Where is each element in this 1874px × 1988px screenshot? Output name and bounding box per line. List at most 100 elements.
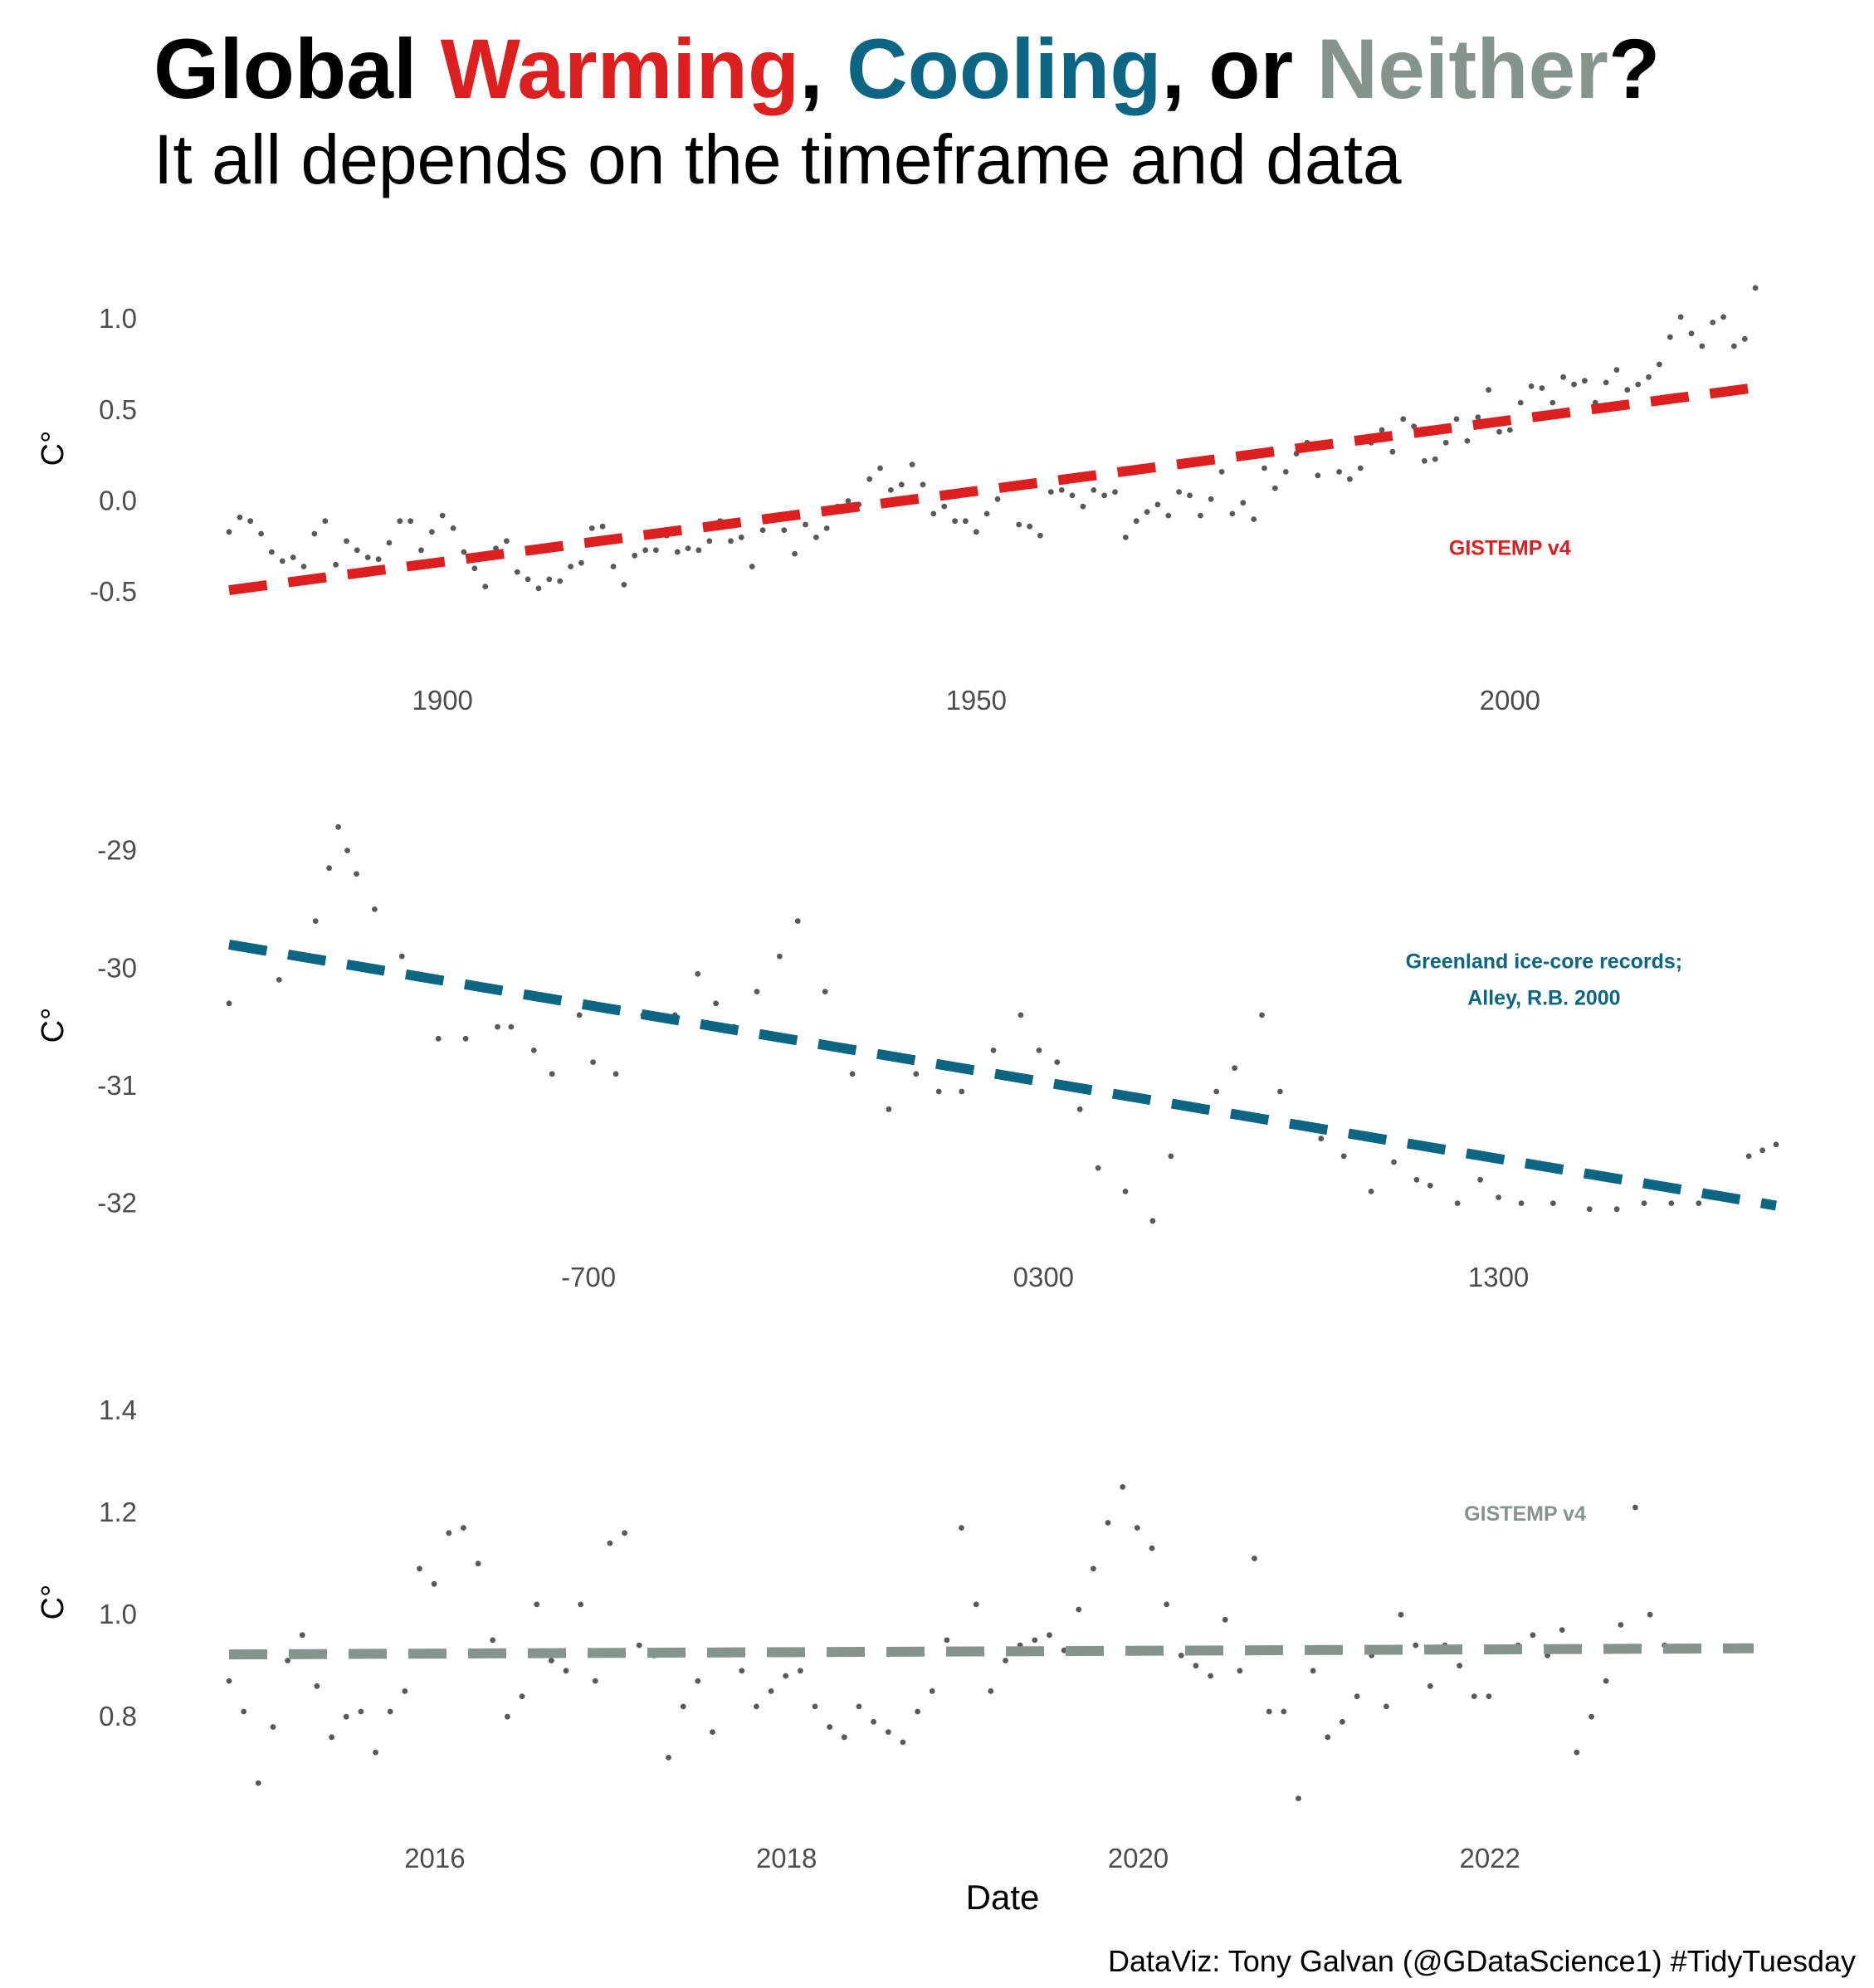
data-point: [1411, 423, 1417, 429]
data-point: [1539, 385, 1545, 391]
data-point: [653, 547, 659, 554]
title-part-2: ,: [799, 22, 847, 116]
data-point: [1618, 1622, 1624, 1628]
data-point: [592, 1678, 598, 1684]
data-point: [685, 545, 691, 551]
data-point: [354, 547, 360, 554]
title-part-6: ?: [1608, 22, 1661, 116]
x-tick-label: 1300: [1468, 1262, 1529, 1292]
data-point: [1237, 1668, 1243, 1674]
data-point: [754, 1703, 759, 1710]
data-point: [1454, 1200, 1461, 1206]
data-point: [1069, 492, 1076, 499]
data-point: [636, 1642, 642, 1649]
data-point: [1603, 379, 1609, 386]
data-point: [1122, 1189, 1129, 1194]
data-point: [475, 1561, 481, 1567]
data-point: [279, 558, 285, 564]
data-point: [1340, 1718, 1345, 1725]
data-point: [973, 1601, 979, 1608]
data-point: [1688, 330, 1695, 337]
data-point: [241, 1708, 247, 1715]
data-point: [1058, 487, 1065, 493]
data-point: [530, 1048, 537, 1053]
title-part-5: Neither: [1316, 22, 1608, 116]
data-point: [866, 476, 873, 482]
data-point: [781, 527, 788, 533]
y-tick-label: 0.0: [99, 486, 137, 516]
data-point: [1176, 489, 1182, 495]
data-point: [759, 527, 766, 533]
data-point: [276, 977, 282, 983]
data-point: [588, 525, 595, 531]
data-point: [695, 970, 701, 977]
data-point: [1259, 1012, 1265, 1018]
data-point: [269, 549, 275, 555]
data-point: [728, 538, 734, 545]
data-point: [877, 465, 883, 471]
data-point: [270, 1724, 276, 1730]
data-point: [1133, 518, 1140, 525]
x-tick-label: 2018: [756, 1843, 817, 1873]
data-point: [375, 556, 382, 563]
data-point: [988, 1688, 994, 1694]
data-point: [1400, 416, 1407, 423]
data-point: [622, 1530, 627, 1536]
y-tick-label: 1.0: [99, 1599, 137, 1629]
data-point: [1384, 1703, 1389, 1710]
data-point: [364, 554, 371, 560]
data-point: [710, 1729, 715, 1736]
data-point: [1336, 469, 1342, 475]
data-point: [612, 1071, 619, 1077]
data-point: [983, 510, 990, 517]
data-point: [621, 582, 627, 588]
data-point: [1076, 1106, 1083, 1112]
x-tick-label: 1950: [946, 685, 1007, 716]
data-point: [695, 547, 702, 554]
data-point: [590, 1059, 596, 1065]
data-point: [407, 518, 413, 525]
data-point: [1277, 1088, 1283, 1095]
data-point: [607, 1540, 613, 1546]
data-point: [1560, 374, 1566, 380]
data-point: [333, 561, 339, 568]
data-point: [1530, 1632, 1536, 1639]
data-point: [1208, 1673, 1213, 1679]
data-point: [525, 576, 531, 583]
data-point: [322, 518, 329, 525]
data-point: [495, 1023, 500, 1030]
data-point: [706, 538, 713, 545]
data-point: [935, 1088, 942, 1095]
data-point: [1315, 472, 1321, 479]
data-point: [237, 514, 243, 520]
data-point: [871, 1718, 876, 1725]
data-point: [1720, 314, 1727, 320]
data-point: [1699, 343, 1706, 349]
data-point: [930, 510, 937, 517]
data-point: [888, 487, 894, 493]
data-point: [1154, 501, 1161, 508]
data-point: [1773, 1141, 1779, 1148]
data-point: [1752, 285, 1759, 291]
data-point: [418, 547, 424, 554]
data-point: [344, 538, 349, 545]
data-point: [1632, 1504, 1638, 1511]
data-point: [386, 540, 393, 546]
data-point: [1251, 516, 1257, 522]
data-point: [1036, 1048, 1042, 1053]
data-point: [429, 529, 435, 535]
data-point: [372, 906, 378, 912]
data-point: [642, 547, 648, 554]
data-point: [354, 871, 359, 877]
data-point: [1571, 381, 1577, 388]
y-tick-label: -31: [97, 1070, 137, 1101]
data-point: [490, 1637, 496, 1644]
annotation: GISTEMP v4: [1449, 536, 1571, 559]
data-point: [1240, 500, 1247, 506]
data-point: [557, 578, 564, 584]
data-point: [1193, 1663, 1199, 1669]
data-point: [1252, 1556, 1257, 1561]
data-point: [299, 1632, 305, 1639]
data-point: [1144, 509, 1150, 515]
data-point: [841, 1734, 847, 1741]
